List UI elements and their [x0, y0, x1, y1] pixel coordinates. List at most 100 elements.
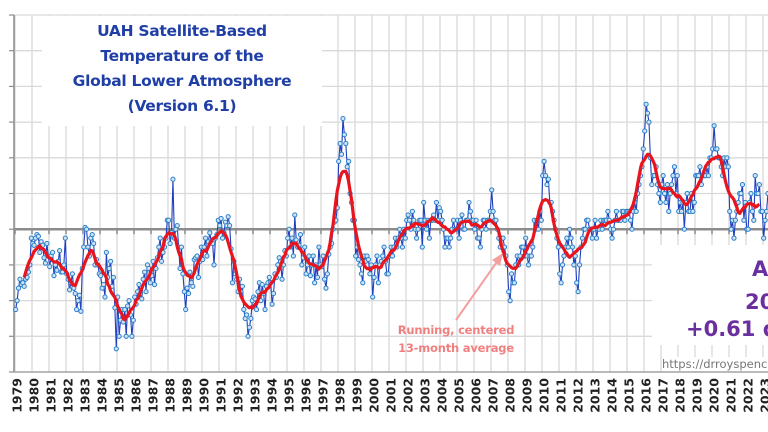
- monthly-data-point: [15, 285, 22, 291]
- monthly-data-point: [711, 123, 717, 129]
- monthly-data-point: [353, 253, 359, 259]
- monthly-data-point: [411, 217, 417, 223]
- monthly-data-point: [749, 208, 755, 214]
- monthly-data-point: [129, 333, 135, 339]
- monthly-data-point: [605, 208, 611, 214]
- monthly-data-point: [337, 140, 343, 147]
- x-tick-label: 2002: [401, 378, 416, 413]
- monthly-data-point: [21, 283, 27, 289]
- monthly-data-point: [343, 140, 349, 147]
- monthly-data-point: [727, 208, 733, 214]
- monthly-data-point: [336, 158, 342, 164]
- monthly-data-point: [593, 235, 600, 241]
- monthly-data-point: [248, 315, 254, 322]
- monthly-data-point: [664, 181, 670, 188]
- monthly-data-point: [174, 223, 180, 229]
- monthly-data-point: [202, 235, 209, 241]
- monthly-data-point: [633, 208, 639, 214]
- monthly-data-point: [340, 115, 346, 122]
- monthly-data-point: [211, 262, 217, 268]
- monthly-data-point: [157, 235, 163, 241]
- monthly-data-point: [98, 273, 104, 279]
- monthly-data-point: [426, 235, 432, 241]
- monthly-data-point: [450, 217, 457, 223]
- running-average-line: [22, 152, 761, 322]
- monthly-data-point: [62, 235, 68, 241]
- monthly-data-point: [89, 231, 95, 238]
- monthly-data-point: [405, 212, 411, 218]
- monthly-data-point: [759, 208, 765, 214]
- monthly-data-point: [681, 226, 687, 232]
- monthly-data-point: [270, 290, 277, 297]
- x-tick-label: 2007: [486, 378, 501, 413]
- monthly-data-point: [559, 262, 566, 268]
- monthly-data-point: [557, 271, 563, 277]
- monthly-data-point: [31, 242, 37, 248]
- x-tick-label: 2014: [605, 378, 620, 413]
- monthly-data-point: [669, 181, 675, 188]
- monthly-data-point: [57, 248, 63, 254]
- monthly-data-point: [74, 306, 80, 313]
- monthly-data-point: [246, 324, 253, 330]
- monthly-data-point: [409, 208, 415, 214]
- x-tick-label: 1997: [316, 378, 331, 413]
- monthly-data-point: [292, 212, 298, 218]
- monthly-data-point: [467, 208, 474, 214]
- monthly-data-point: [244, 312, 250, 318]
- x-tick-label: 2023: [758, 378, 768, 413]
- monthly-data-point: [297, 231, 304, 238]
- monthly-data-point: [644, 110, 651, 116]
- monthly-data-point: [285, 235, 291, 241]
- x-tick-label: 1982: [61, 378, 76, 413]
- monthly-data-point: [245, 333, 251, 339]
- monthly-data-point: [360, 280, 366, 286]
- x-tick-label: 1994: [265, 378, 280, 413]
- monthly-data-point: [433, 199, 440, 206]
- x-tick-label: 2012: [571, 378, 586, 413]
- monthly-data-point: [195, 274, 202, 280]
- monthly-data-point: [402, 235, 408, 241]
- monthly-data-point: [555, 244, 561, 250]
- monthly-data-point: [239, 283, 245, 289]
- monthly-data-point: [66, 287, 73, 293]
- monthly-data-point: [714, 146, 720, 152]
- monthly-data-point: [170, 176, 176, 182]
- monthly-data-point: [439, 217, 445, 223]
- monthly-data-point: [627, 217, 634, 223]
- monthly-data-point: [302, 244, 308, 250]
- monthly-data-point: [389, 253, 396, 259]
- monthly-data-point: [592, 217, 598, 223]
- x-tick-label: 1995: [282, 378, 297, 413]
- monthly-data-point: [142, 269, 148, 275]
- monthly-data-point: [151, 281, 158, 288]
- x-tick-label: 1992: [231, 378, 246, 413]
- monthly-data-point: [762, 217, 768, 223]
- monthly-data-point: [227, 223, 233, 229]
- x-tick-label: 1990: [197, 378, 212, 413]
- monthly-data-point: [51, 273, 57, 279]
- monthly-data-point: [289, 235, 295, 241]
- monthly-data-point: [381, 244, 387, 250]
- monthly-data-point: [370, 294, 376, 300]
- monthly-data-point: [684, 190, 690, 197]
- monthly-data-point: [678, 208, 685, 214]
- monthly-data-point: [568, 235, 574, 241]
- monthly-data-point: [116, 333, 122, 339]
- title-line-4: (Version 6.1): [127, 97, 237, 115]
- monthly-data-point: [732, 217, 738, 223]
- monthly-data-point: [423, 226, 430, 232]
- monthly-data-point: [184, 285, 190, 291]
- monthly-data-point: [589, 235, 595, 241]
- monthly-data-point: [324, 271, 330, 277]
- monthly-data-point: [125, 303, 131, 309]
- monthly-data-point: [69, 271, 75, 277]
- monthly-data-point: [299, 262, 305, 268]
- x-tick-label: 1985: [112, 378, 127, 413]
- monthly-data-point: [266, 274, 272, 280]
- monthly-data-point: [72, 290, 78, 297]
- monthly-data-point: [241, 306, 247, 313]
- monthly-data-point: [341, 131, 347, 138]
- x-tick-label: 2022: [741, 378, 756, 413]
- monthly-data-point: [414, 235, 420, 241]
- monthly-data-point: [545, 176, 551, 182]
